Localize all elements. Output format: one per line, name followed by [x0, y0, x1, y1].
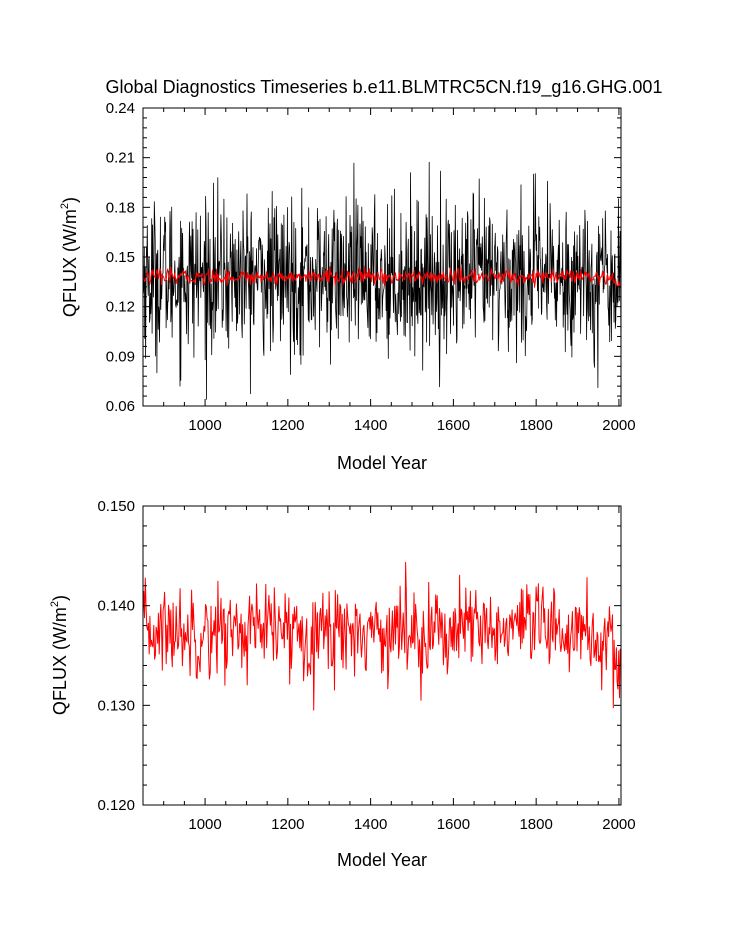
bottom-panel-x-tick-label: 2000 — [602, 816, 635, 833]
bottom-panel-annual-line — [142, 562, 622, 711]
top-panel-y-tick-label: 0.12 — [106, 299, 135, 316]
bottom-panel-y-axis-title: QFLUX (W/m2) — [49, 595, 70, 715]
bottom-panel-x-axis-title: Model Year — [337, 850, 427, 870]
bottom-panel-y-tick-label: 0.120 — [97, 797, 135, 814]
top-panel-ticks: 1000 1200 1400 1600 1800 2000 0.06 0.09 0.12 0.15… — [106, 100, 636, 434]
top-panel-y-tick-label: 0.21 — [106, 150, 135, 167]
top-panel-x-tick-label: 2000 — [602, 417, 635, 434]
top-panel-y-axis-title: QFLUX (W/m2) — [59, 197, 80, 317]
top-panel-x-tick-label: 1800 — [519, 417, 552, 434]
top-panel-y-tick-label: 0.09 — [106, 348, 135, 365]
bottom-panel-series — [142, 562, 622, 711]
bottom-panel: 1000 1200 1400 1600 1800 2000 0.120 0.130 0.140 0… — [49, 498, 636, 870]
top-panel-y-tick-label: 0.18 — [106, 199, 135, 216]
bottom-panel-x-tick-label: 1800 — [519, 816, 552, 833]
bottom-panel-x-tick-label: 1000 — [188, 816, 221, 833]
top-panel-x-tick-label: 1200 — [271, 417, 304, 434]
bottom-panel-x-tick-label: 1200 — [271, 816, 304, 833]
top-panel-x-axis-title: Model Year — [337, 453, 427, 473]
bottom-panel-y-tick-label: 0.150 — [97, 498, 135, 515]
top-panel: 1000 1200 1400 1600 1800 2000 0.06 0.09 0.12 0.15… — [59, 100, 636, 473]
top-panel-y-tick-label: 0.24 — [106, 100, 135, 117]
bottom-panel-y-tick-label: 0.140 — [97, 598, 135, 615]
top-panel-y-tick-label: 0.15 — [106, 249, 135, 266]
top-panel-y-tick-label: 0.06 — [106, 398, 135, 415]
top-panel-annual-line — [142, 265, 622, 288]
bottom-panel-x-tick-label: 1400 — [354, 816, 387, 833]
top-panel-x-tick-label: 1400 — [354, 417, 387, 434]
bottom-panel-y-tick-label: 0.130 — [97, 697, 135, 714]
chart-title: Global Diagnostics Timeseries b.e11.BLMT… — [106, 77, 663, 98]
bottom-panel-frame — [142, 505, 622, 806]
top-panel-series — [142, 161, 622, 400]
bottom-panel-x-tick-label: 1600 — [437, 816, 470, 833]
top-panel-x-tick-label: 1600 — [437, 417, 470, 434]
top-panel-x-tick-label: 1000 — [188, 417, 221, 434]
top-panel-monthly-line — [142, 161, 622, 400]
bottom-panel-ticks: 1000 1200 1400 1600 1800 2000 0.120 0.130 0.140 0… — [97, 498, 635, 833]
